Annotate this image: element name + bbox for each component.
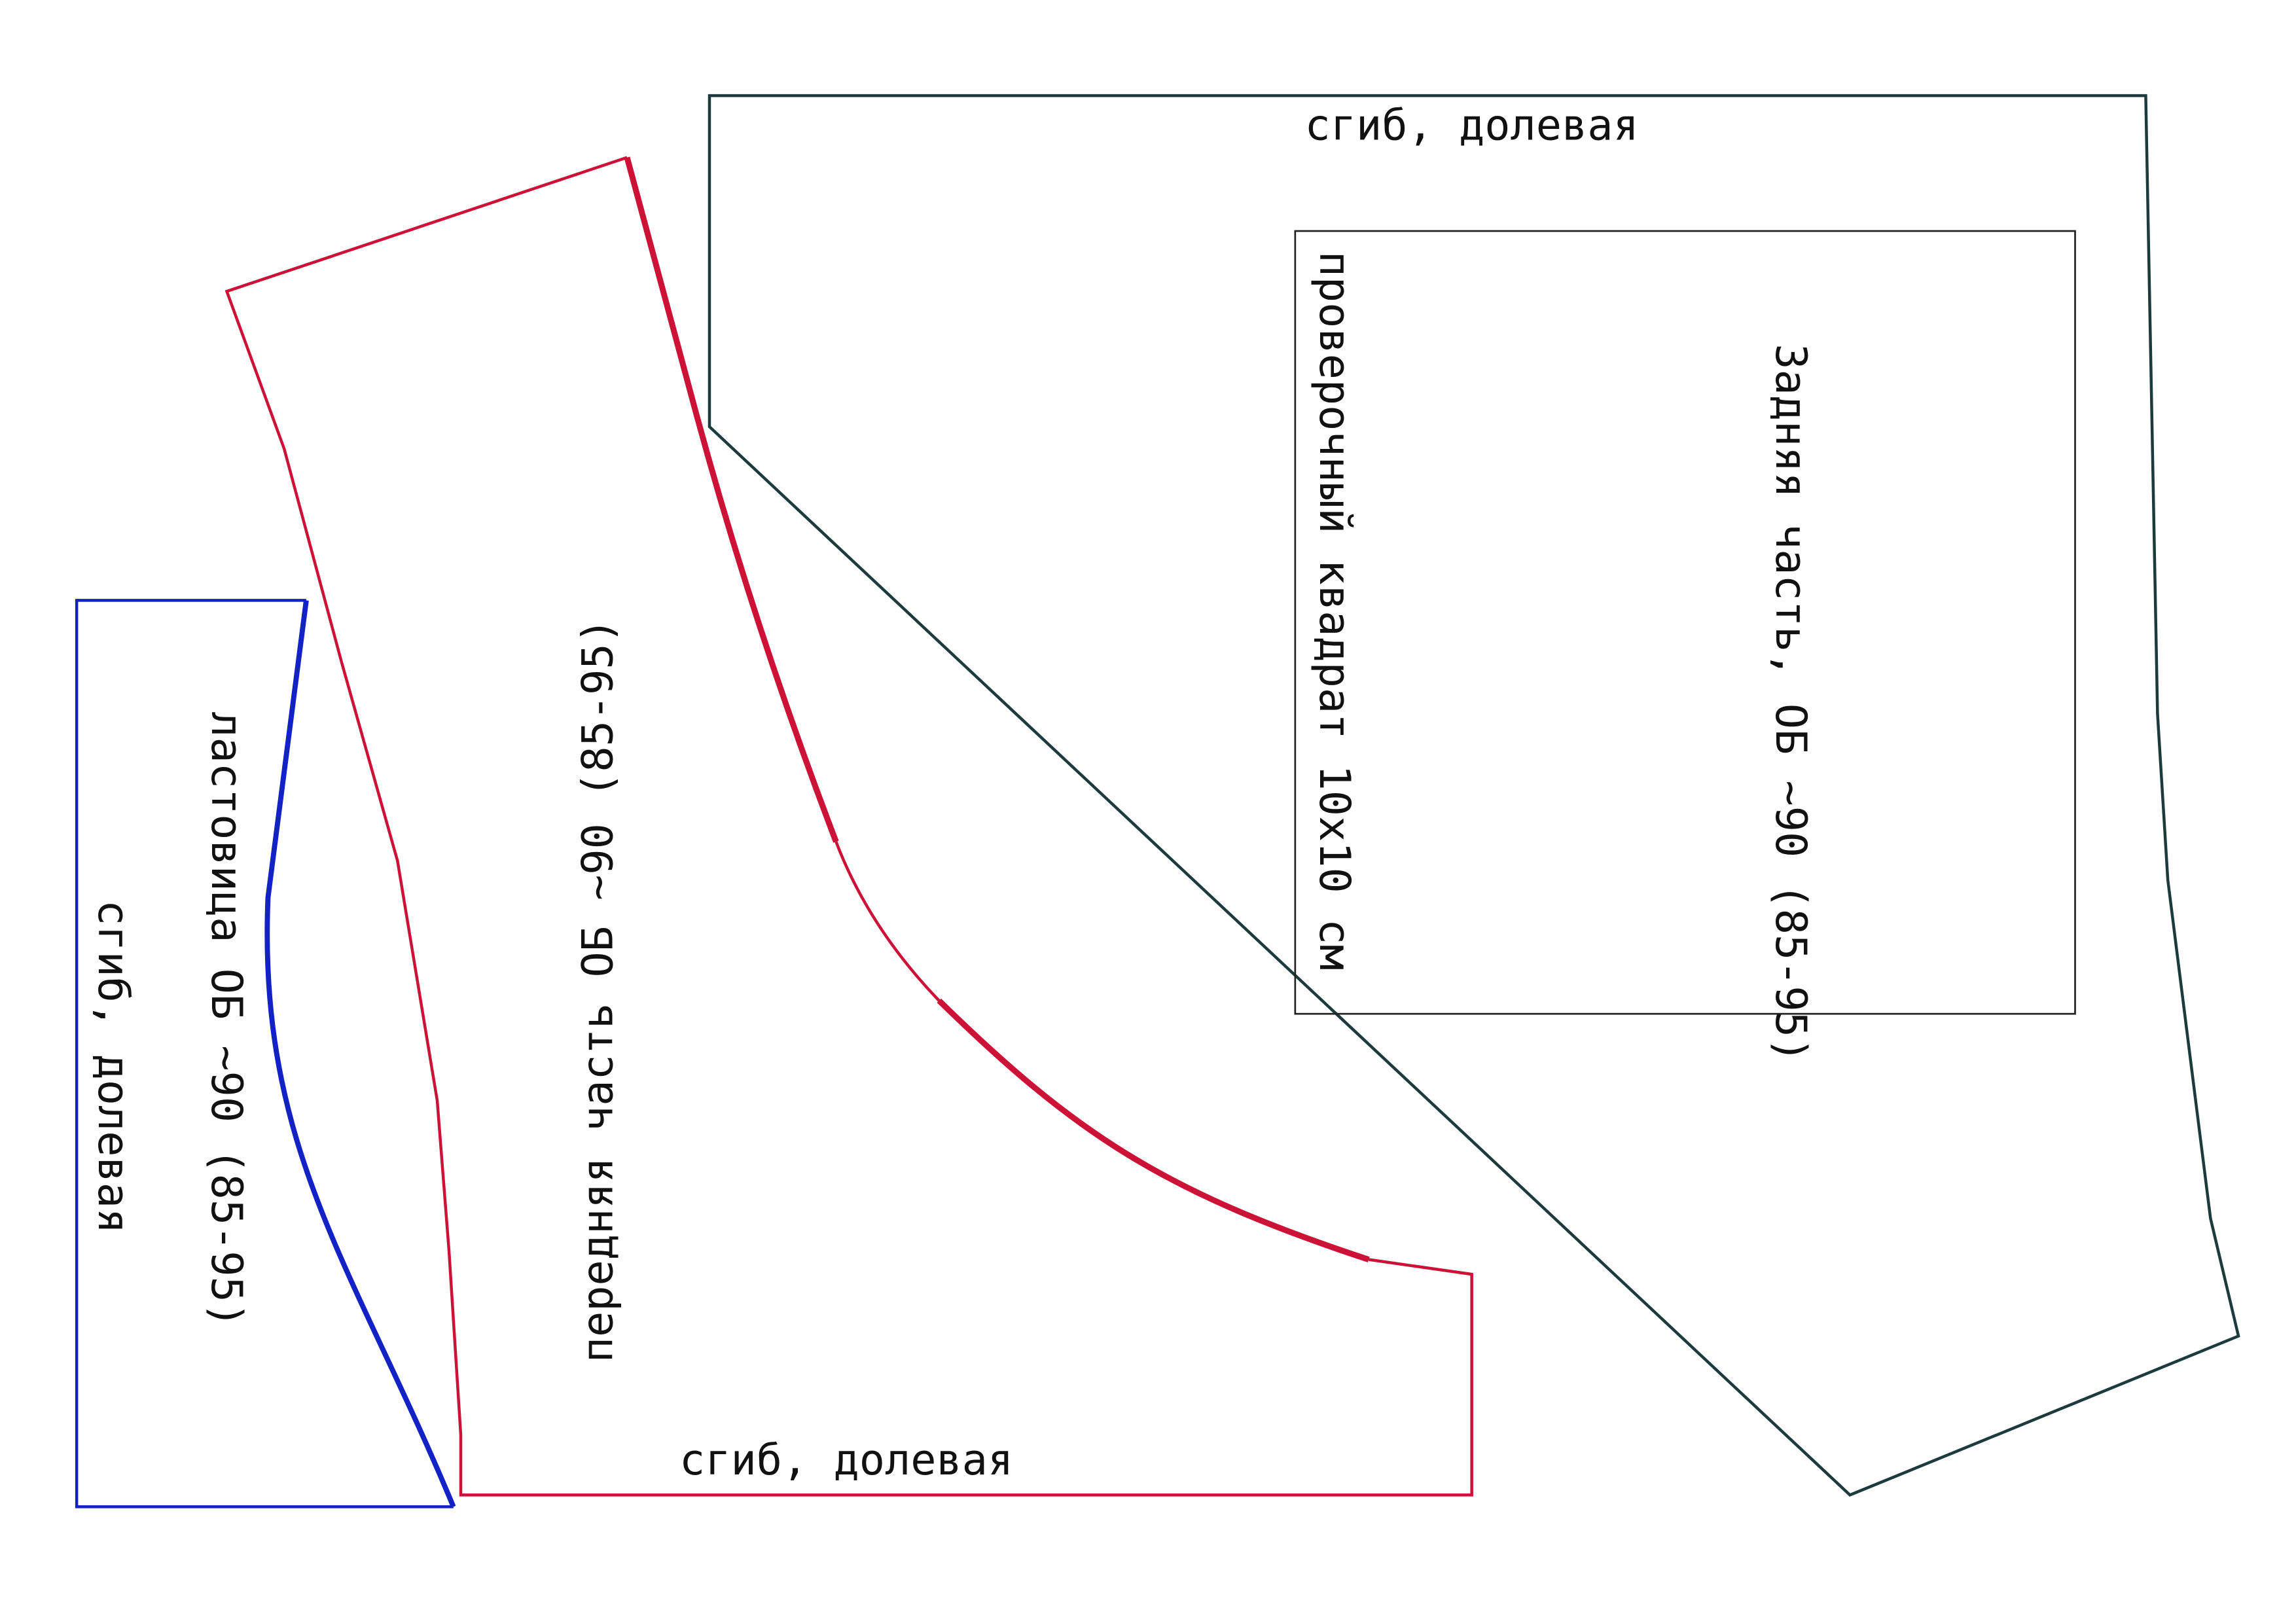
gusset-outline: [75, 599, 454, 1508]
check-square-label: проверочный квадрат 10х10 см: [1310, 251, 1359, 971]
gusset-title: ластовица ОБ ~90 (85-95): [202, 711, 251, 1328]
back-piece-outline: [708, 94, 2240, 1497]
front-neck-curve-bold: [937, 998, 1370, 1262]
gusset-curve: [264, 599, 456, 1508]
front-piece-outline: [224, 156, 1473, 1497]
front-neck-curve: [834, 841, 941, 1002]
back-fold-label: сгиб, долевая: [1305, 101, 1639, 151]
front-armhole-line: [624, 156, 839, 843]
check-square: [1294, 230, 2076, 1015]
gusset-fold-label: сгиб, долевая: [88, 900, 138, 1234]
front-fold-label: сгиб, долевая: [679, 1435, 1013, 1485]
back-title: Задняя часть, ОБ ~90 (85-95): [1766, 344, 1816, 1063]
front-title: передняя часть ОБ ~90 (85-95): [573, 618, 623, 1363]
